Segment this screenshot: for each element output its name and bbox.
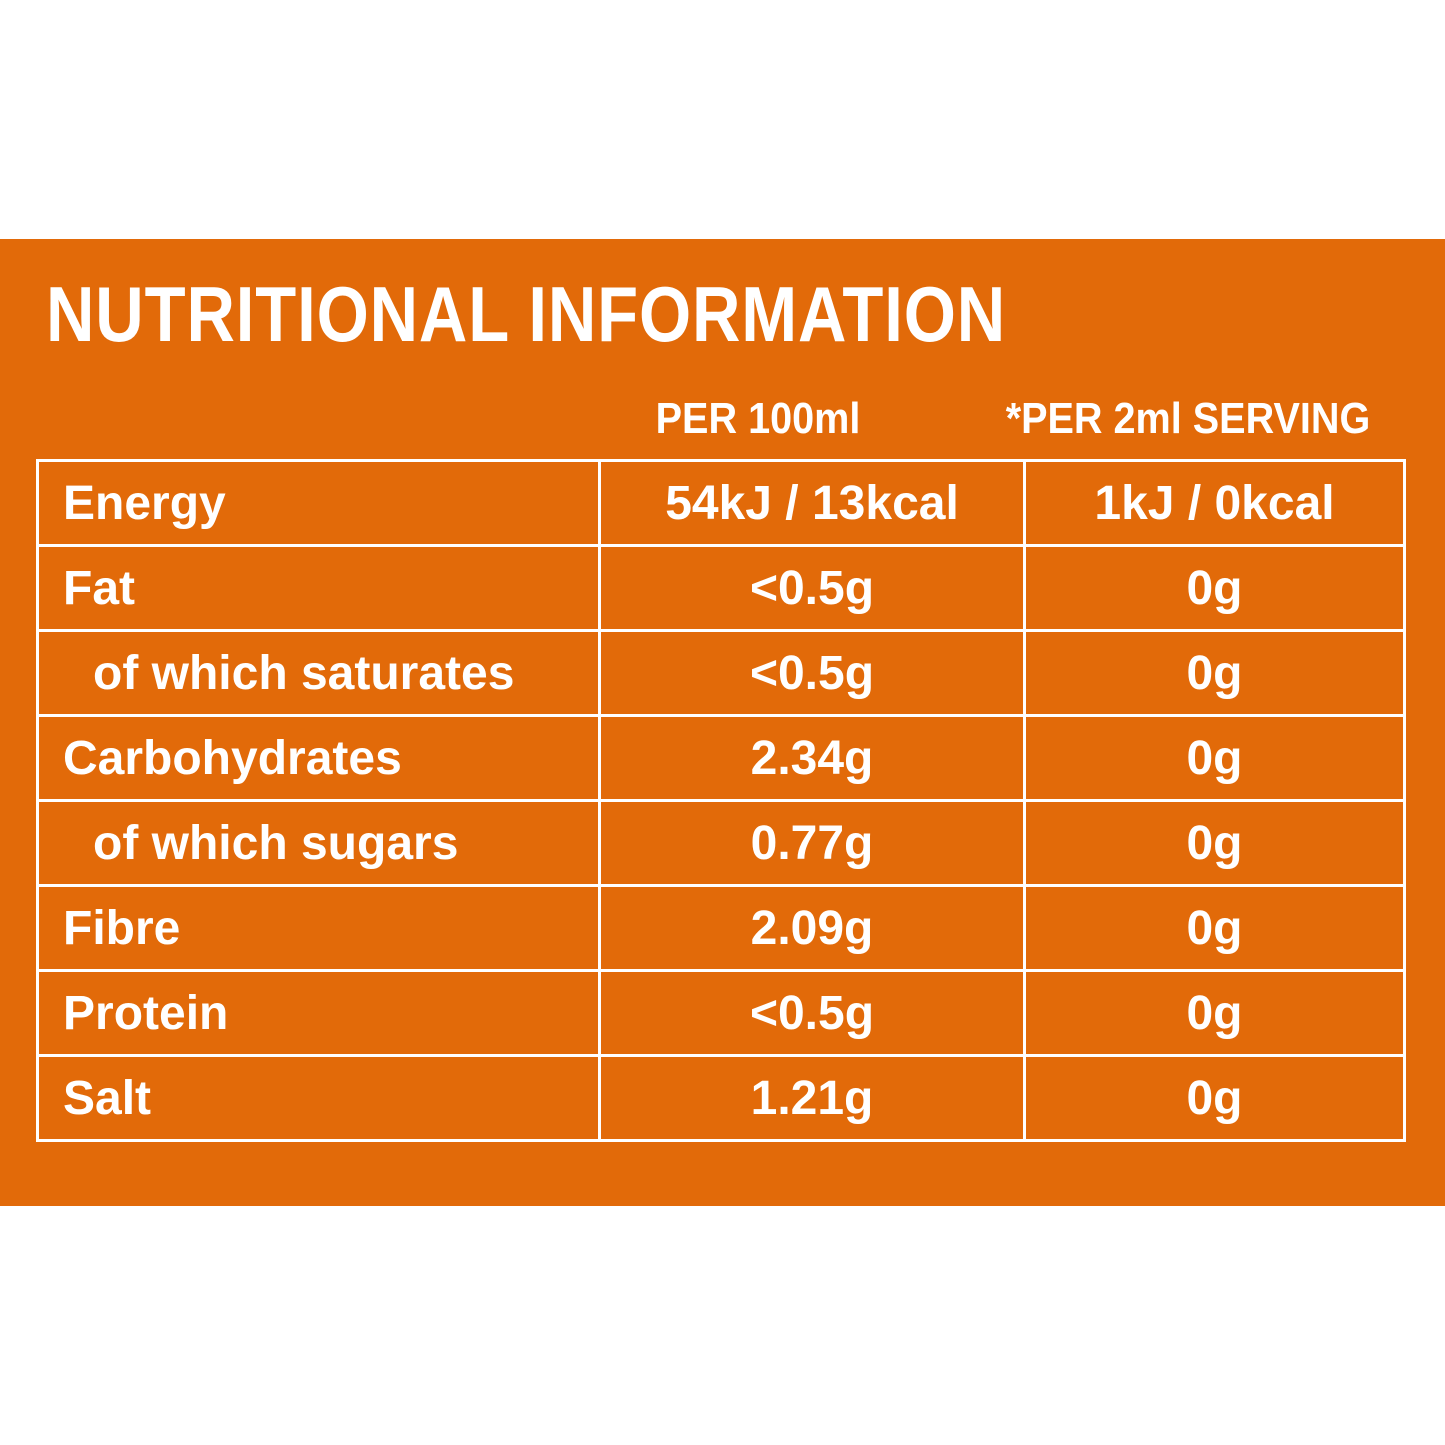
nutrient-value: 2.34g — [598, 714, 1026, 802]
nutrient-value: <0.5g — [598, 629, 1026, 717]
title: NUTRITIONAL INFORMATION — [46, 270, 1007, 358]
nutrient-label: Energy — [36, 459, 601, 547]
nutrient-value: 0g — [1023, 1054, 1406, 1142]
column-header: *PER 2ml SERVING — [1005, 394, 1371, 443]
nutrient-value: 0g — [1023, 544, 1406, 632]
nutrient-value: 0g — [1023, 884, 1406, 972]
nutrient-value: 0.77g — [598, 799, 1026, 887]
nutrient-value: 0g — [1023, 629, 1406, 717]
nutrient-value: 2.09g — [598, 884, 1026, 972]
nutrient-value: <0.5g — [598, 544, 1026, 632]
nutrient-label: of which saturates — [36, 629, 601, 717]
nutrient-label: Protein — [36, 969, 601, 1057]
table-row: Energy 54kJ / 13kcal 1kJ / 0kcal — [36, 459, 1406, 547]
table-row: Protein <0.5g 0g — [36, 969, 1406, 1057]
nutrient-label: Carbohydrates — [36, 714, 601, 802]
nutrient-value: 0g — [1023, 799, 1406, 887]
table-row: Fibre 2.09g 0g — [36, 884, 1406, 972]
nutrient-label: of which sugars — [36, 799, 601, 887]
nutrient-value: 0g — [1023, 969, 1406, 1057]
nutrient-label: Salt — [36, 1054, 601, 1142]
nutrition-table: Energy 54kJ / 13kcal 1kJ / 0kcal Fat <0.5g 0g… — [36, 459, 1406, 1142]
column-header: PER 100ml — [655, 394, 861, 443]
nutrition-panel: NUTRITIONAL INFORMATION PER 100ml *PER 2… — [0, 239, 1445, 1206]
nutrient-value: <0.5g — [598, 969, 1026, 1057]
table-row: Carbohydrates 2.34g 0g — [36, 714, 1406, 802]
nutrient-label: Fat — [36, 544, 601, 632]
table-row: of which saturates <0.5g 0g — [36, 629, 1406, 717]
nutrient-label: Fibre — [36, 884, 601, 972]
table-row: Fat <0.5g 0g — [36, 544, 1406, 632]
table-row: Salt 1.21g 0g — [36, 1054, 1406, 1142]
nutrient-value: 54kJ / 13kcal — [598, 459, 1026, 547]
nutrient-value: 1kJ / 0kcal — [1023, 459, 1406, 547]
table-row: of which sugars 0.77g 0g — [36, 799, 1406, 887]
nutrient-value: 1.21g — [598, 1054, 1026, 1142]
nutrient-value: 0g — [1023, 714, 1406, 802]
